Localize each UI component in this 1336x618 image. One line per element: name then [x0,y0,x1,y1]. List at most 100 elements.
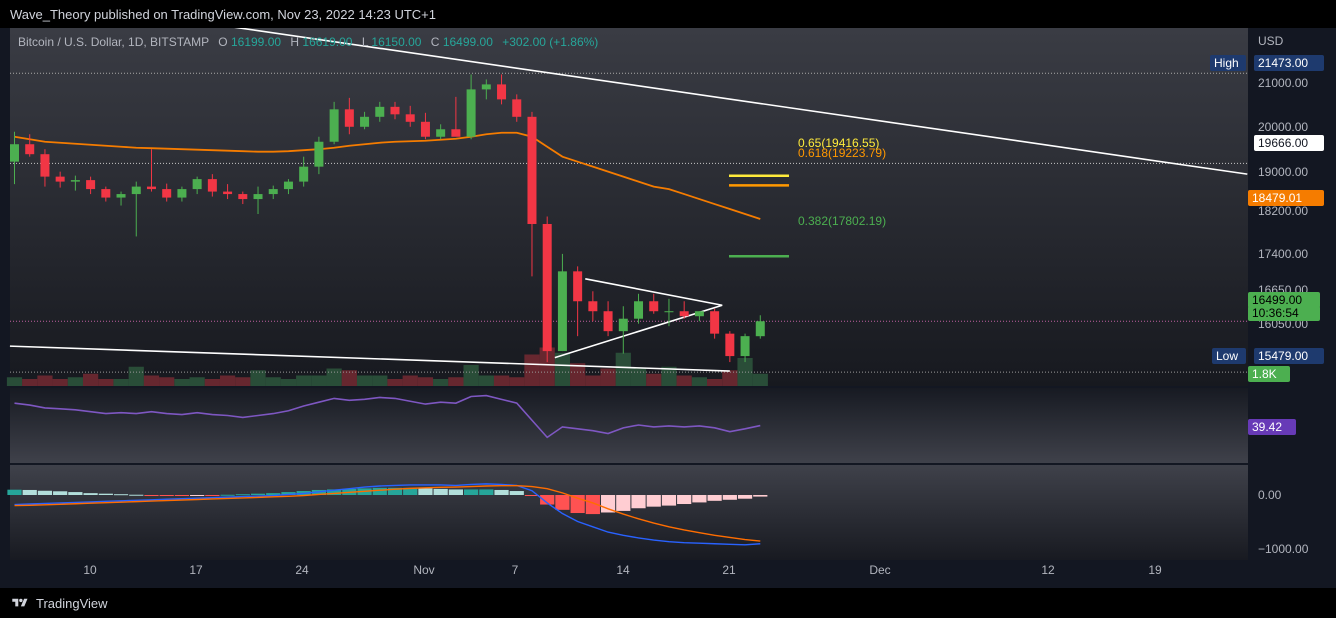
volume-bar [539,347,555,386]
level-price-tag-bg [1254,135,1324,151]
candle [436,124,446,140]
high-price-tag: 21473.00 [1258,56,1308,70]
candle [238,191,248,205]
volume-bar [6,377,23,386]
volume-bar [265,377,281,386]
high-label: H [290,35,300,49]
macd-histogram-bar [98,493,113,495]
publisher-text: Wave_Theory published on TradingView.com… [10,7,436,22]
candle [603,301,613,337]
volume-bar [570,363,586,386]
ema-price-tag-bg [1248,190,1324,206]
x-axis-tick-label: 12 [1041,563,1055,577]
volume-bar [752,373,768,386]
candle-body [497,84,507,100]
macd-histogram-bar [220,494,235,496]
macd-histogram-bar [585,495,600,515]
macd-histogram-bar [524,495,540,496]
candle [344,97,354,135]
macd-axis-tick-label: 0.00 [1258,488,1282,502]
volume-bar [722,370,738,386]
candle-body [694,311,704,317]
candle-body [466,89,476,137]
candle-body [451,129,461,137]
macd-histogram-bar [463,489,479,495]
candle-body [588,301,598,312]
volume-bar [478,375,494,386]
price-pane[interactable] [10,28,1248,386]
macd-histogram-bar [205,495,220,496]
y-axis-tick-label: 17400.00 [1258,247,1308,261]
macd-histogram-bar [113,494,129,496]
volume-bar [159,377,175,386]
footer-brand[interactable]: TradingView [36,595,108,611]
candle-body [740,336,750,357]
volume-bar [417,377,434,386]
y-axis-tick-label: 21000.00 [1258,76,1308,90]
candle [694,311,704,322]
candle-body [146,186,156,190]
publisher-header: Wave_Theory published on TradingView.com… [0,0,1336,28]
volume-bar [707,379,723,386]
macd-histogram-bar [418,488,433,495]
candle-body [375,106,385,117]
candle [177,186,187,202]
chart-legend: Bitcoin / U.S. Dollar, 1D, BITSTAMP O 16… [18,35,598,49]
candle [116,191,126,206]
macd-histogram-bar [677,495,692,505]
chart-area[interactable]: 0.65(19416.55)0.618(19223.79) 0.382(17802… [0,28,1336,588]
candle-body [436,129,446,137]
volume-bar [67,377,83,386]
volume-bar [387,379,403,386]
macd-histogram-bar [266,493,281,495]
candle-body [10,144,19,162]
macd-histogram-bar [235,494,250,496]
candle-body [283,181,293,190]
volume-bar [341,370,357,386]
tradingview-logo-icon[interactable] [10,597,30,609]
rsi-series [14,394,761,439]
candle-body [238,194,248,200]
volume-bar [646,373,662,386]
volume-bar [52,379,68,386]
macd-histogram-bar [509,491,524,495]
volume-bar [448,377,464,386]
level-price-tag: 19666.00 [1258,136,1308,150]
macd-pane[interactable] [10,465,1248,560]
x-axis-tick-label: 21 [722,563,736,577]
symbol-label: Bitcoin / U.S. Dollar, 1D, BITSTAMP [18,35,209,49]
candle-body [131,186,141,195]
candle [710,308,720,339]
candle [192,176,202,195]
candle [542,216,552,363]
x-axis-tick-label: 14 [616,563,630,577]
candle-body [116,194,126,198]
candle [314,136,324,175]
volume-bar [235,377,251,386]
macd-histogram-bar [403,487,418,495]
currency-label: USD [1258,34,1284,48]
candle-body [679,311,689,317]
candle [25,134,35,157]
macd-histogram-bar [540,495,555,505]
macd-histogram-bar [7,489,22,495]
rsi-value-tag-bg [1248,419,1296,435]
macd-histogram-bar [83,493,98,495]
volume-bar [356,375,373,386]
low-price-tag: 15479.00 [1258,349,1308,363]
candle-body [207,179,217,192]
macd-histogram-bar [661,495,677,506]
macd-series [7,483,768,546]
rsi-pane[interactable] [10,388,1248,463]
candle-body [512,99,522,117]
macd-histogram-bar [174,495,190,496]
candle [86,176,96,195]
candle-body [162,189,172,198]
volume-bar [296,375,312,386]
fib-level-label: 0.65(19416.55) [798,136,879,150]
candle [55,171,65,188]
candle [40,149,50,187]
macd-histogram-bar [281,492,296,495]
open-label: O [218,35,228,49]
volume-bar [554,352,571,386]
